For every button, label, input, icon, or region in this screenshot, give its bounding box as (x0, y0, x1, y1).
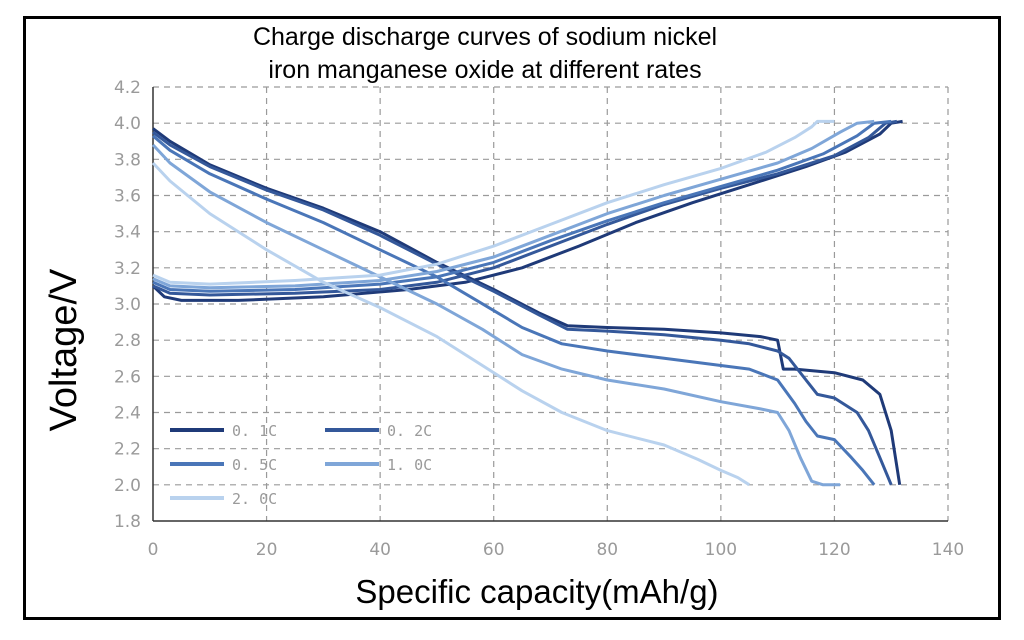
x-axis-label: Specific capacity(mAh/g) (355, 573, 718, 610)
y-tick-label: 1.8 (114, 512, 141, 532)
x-tick-label: 0 (148, 540, 159, 560)
legend: 0. 1C 0. 2C 0. 5C 1. 0C 2. 0C (170, 422, 432, 508)
y-tick-label: 4.2 (114, 78, 141, 98)
y-tick-label: 2.4 (114, 404, 141, 424)
chart-frame (23, 16, 1001, 620)
discharge-curve (151, 143, 841, 487)
series-lines (151, 119, 903, 487)
legend-label: 1. 0C (387, 456, 432, 474)
y-tick-label: 3.2 (114, 259, 141, 279)
x-tick-label: 20 (256, 540, 278, 560)
y-tick-label: 2.6 (114, 367, 141, 387)
x-tick-label: 80 (596, 540, 618, 560)
x-tick-label: 140 (932, 540, 964, 560)
discharge-curve (151, 161, 751, 487)
y-tick-label: 2.8 (114, 331, 141, 351)
y-tick-label: 2.0 (114, 476, 141, 496)
x-tick-label: 40 (369, 540, 391, 560)
discharge-curve (152, 130, 893, 486)
x-tick-label: 60 (483, 540, 505, 560)
charge-curve (152, 119, 875, 290)
discharge-curve (152, 127, 902, 486)
charge-curve (152, 119, 892, 293)
legend-label: 0. 5C (232, 456, 277, 474)
y-tick-label: 3.6 (114, 187, 141, 207)
legend-label: 0. 2C (387, 422, 432, 440)
chart-title-line: iron manganese oxide at different rates (268, 56, 701, 84)
axes: 1.8 2.0 2.2 2.4 2.6 2.8 3.0 3.2 3.4 3.6 3.8 4.0 4.2 0… (114, 78, 964, 560)
x-tick-label: 100 (705, 540, 737, 560)
charge-curve (152, 119, 835, 286)
legend-label: 2. 0C (232, 490, 277, 508)
charge-curve (152, 119, 898, 297)
y-tick-label: 3.0 (114, 295, 141, 315)
y-tick-label: 3.4 (114, 223, 141, 243)
legend-label: 0. 1C (232, 422, 277, 440)
chart-text: Charge discharge curves of sodium nickel… (43, 23, 719, 610)
charge-curve (151, 119, 903, 302)
y-axis-label: Voltage/V (43, 268, 85, 431)
y-tick-label: 4.0 (114, 114, 141, 134)
chart-title-line: Charge discharge curves of sodium nickel (253, 23, 717, 51)
y-tick-label: 2.2 (114, 440, 141, 460)
x-tick-label: 120 (818, 540, 850, 560)
y-tick-label: 3.8 (114, 150, 141, 170)
discharge-curve (152, 134, 876, 486)
